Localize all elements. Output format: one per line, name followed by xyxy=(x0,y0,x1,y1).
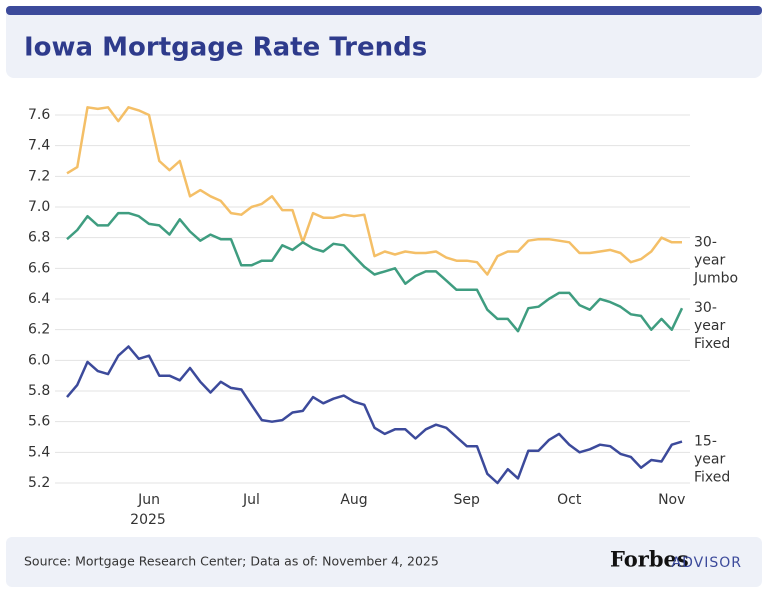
series-label-line: 30- xyxy=(694,234,717,250)
series-label-line: Fixed xyxy=(694,470,730,486)
line xyxy=(66,106,682,276)
header-panel xyxy=(6,6,762,78)
y-tick-label: 6.6 xyxy=(28,260,50,276)
series-label-line: Fixed xyxy=(694,336,730,352)
x-year-label: 2025 xyxy=(130,512,166,528)
line xyxy=(66,345,683,485)
x-tick-label: Jul xyxy=(242,492,260,508)
y-tick-label: 5.6 xyxy=(28,414,50,430)
x-tick-label: Nov xyxy=(658,492,685,508)
y-tick-label: 7.6 xyxy=(28,107,50,123)
brand-sub: ADVISOR xyxy=(672,555,742,571)
series-label-line: 30- xyxy=(694,300,717,316)
series-label-line: year xyxy=(694,252,725,268)
y-tick-label: 7.0 xyxy=(28,199,50,215)
line xyxy=(66,211,684,333)
series-label: 30- year Jumbo xyxy=(693,234,738,286)
x-tick-label: Oct xyxy=(557,492,582,508)
footer-panel xyxy=(6,537,762,587)
x-tick-label: Aug xyxy=(340,492,367,508)
source-note: Source: Mortgage Research Center; Data a… xyxy=(24,554,439,569)
chart-title: Iowa Mortgage Rate Trends xyxy=(24,33,427,63)
y-tick-label: 5.8 xyxy=(28,383,50,399)
brand: Forbes xyxy=(610,547,689,572)
y-tick-label: 7.4 xyxy=(28,138,50,154)
y-tick-label: 6.4 xyxy=(28,291,50,307)
y-tick-label: 7.2 xyxy=(28,168,50,184)
series-label: 30- year Fixed xyxy=(694,300,730,352)
series-label-line: 15- xyxy=(694,434,717,450)
x-tick-label: Jun xyxy=(137,492,160,508)
y-tick-label: 6.8 xyxy=(28,230,50,246)
y-tick-label: 5.2 xyxy=(28,475,50,491)
series-label-line: year xyxy=(694,452,725,468)
x-tick-label: Sep xyxy=(454,492,481,508)
series-label-line: Jumbo xyxy=(693,270,738,286)
series-label: 15- year Fixed xyxy=(694,434,730,486)
y-tick-label: 6.0 xyxy=(28,352,50,368)
y-tick-label: 6.2 xyxy=(28,322,50,338)
series-label-line: year xyxy=(694,318,725,334)
y-tick-label: 5.4 xyxy=(28,444,50,460)
header-bar xyxy=(6,6,762,15)
